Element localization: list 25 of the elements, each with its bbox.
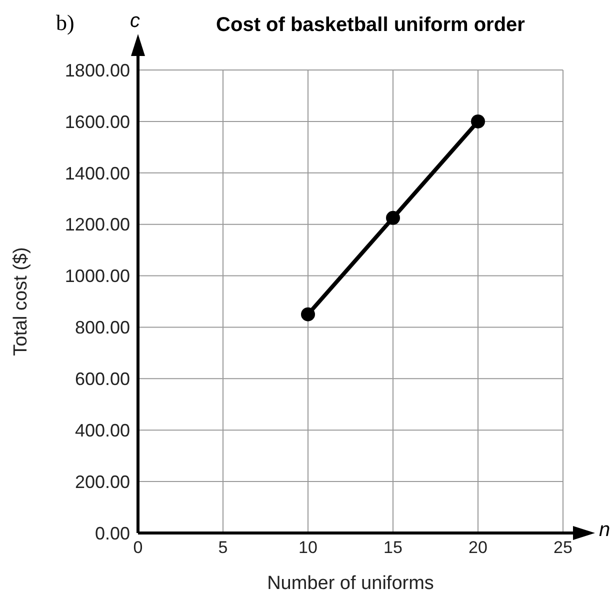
- y-tick-label: 1400.00: [64, 163, 130, 184]
- point: [471, 114, 485, 128]
- x-tick-label: 0: [133, 538, 143, 558]
- text: b): [56, 10, 74, 36]
- x-tick-label: 25: [554, 538, 572, 558]
- y-tick-label: 0.00: [94, 523, 130, 544]
- y-tick-label: 1800.00: [64, 60, 130, 80]
- y-tick-label: 1200.00: [64, 214, 130, 235]
- text: n: [599, 519, 610, 542]
- point: [301, 307, 315, 322]
- y-tick-label: 1000.00: [64, 266, 130, 286]
- x-axis-title: Number of uniforms: [267, 573, 434, 594]
- y-tick-label: 1600.00: [64, 112, 130, 132]
- text: c: [130, 10, 140, 33]
- y-tick-label: 200.00: [74, 472, 130, 492]
- x-tick-label: 5: [218, 538, 228, 558]
- x-tick-label: 15: [384, 538, 402, 558]
- x-tick-label: 10: [298, 538, 318, 558]
- y-tick-label: 400.00: [74, 420, 130, 440]
- y-tick-label: 600.00: [74, 369, 130, 390]
- chart-title: Cost of basketball uniform order: [215, 14, 526, 37]
- x-tick-label: 20: [468, 538, 488, 558]
- y-axis-title: Total cost ($): [10, 247, 32, 356]
- point: [386, 210, 400, 225]
- y-tick-label: 800.00: [74, 318, 130, 338]
